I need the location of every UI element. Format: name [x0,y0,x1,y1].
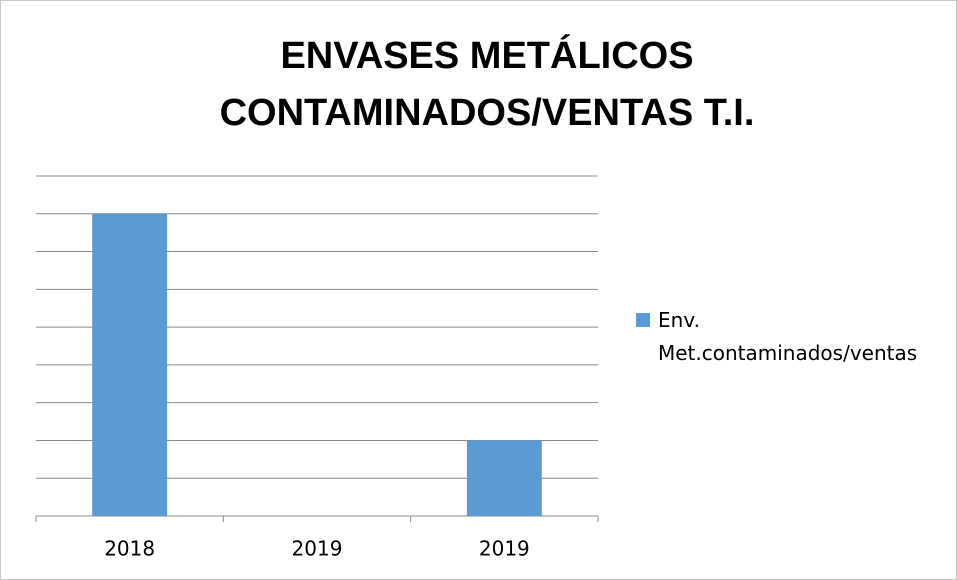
legend-swatch [636,313,650,327]
chart-title: ENVASES METÁLICOS [280,33,693,77]
bar [466,440,542,516]
chart-title: CONTAMINADOS/VENTAS T.I. [220,92,755,134]
bar [92,213,168,516]
x-tick-label: 2018 [104,537,155,561]
legend-label: Env. Met.contaminados/ventas [658,308,918,365]
x-tick-label: 2019 [479,537,530,561]
legend: Env. Met.contaminados/ventas [636,304,957,370]
x-tick-label: 2019 [292,537,343,561]
